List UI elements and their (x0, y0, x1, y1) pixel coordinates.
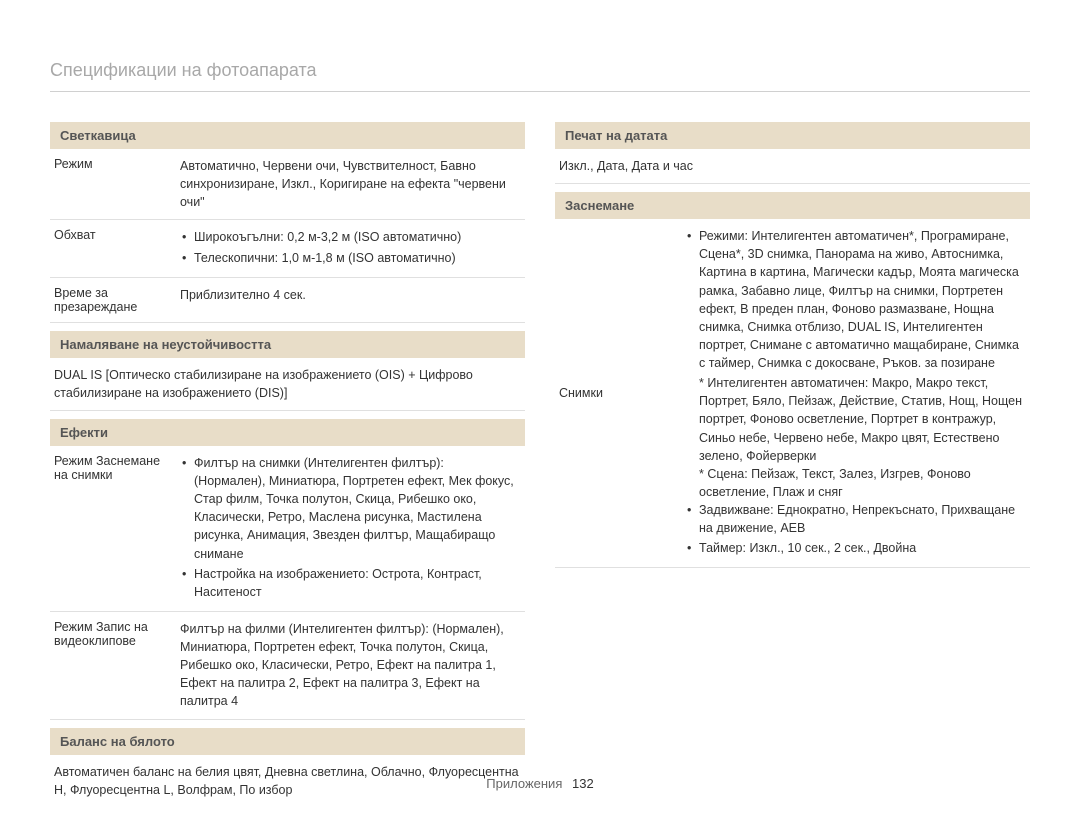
page-title: Спецификации на фотоапарата (50, 60, 1030, 92)
section-whitebalance-header: Баланс на бялото (50, 728, 525, 755)
footer-label: Приложения (486, 776, 562, 791)
page-footer: Приложения 132 (0, 776, 1080, 791)
list-item: Настройка на изображението: Острота, Кон… (180, 565, 517, 601)
footer-page-number: 132 (572, 776, 594, 791)
right-column: Печат на датата Изкл., Дата, Дата и час … (555, 122, 1030, 807)
table-row: Обхват Широкоъгълни: 0,2 м-3,2 м (ISO ав… (50, 220, 525, 277)
effects-video-label: Режим Запис на видеоклипове (50, 618, 180, 713)
dateimprint-body: Изкл., Дата, Дата и час (555, 149, 1030, 184)
table-row: Време за презареждане Приблизително 4 се… (50, 278, 525, 323)
table-row: Режим Заснемане на снимки Филтър на сним… (50, 446, 525, 612)
flash-mode-label: Режим (50, 155, 180, 213)
list-item: Телескопични: 1,0 м-1,8 м (ISO автоматич… (180, 249, 517, 267)
table-row: Снимки Режими: Интелигентен автоматичен*… (555, 219, 1030, 568)
section-flash-header: Светкавица (50, 122, 525, 149)
stabilization-body: DUAL IS [Оптическо стабилизиране на изоб… (50, 358, 525, 411)
left-column: Светкавица Режим Автоматично, Червени оч… (50, 122, 525, 807)
section-shooting-header: Заснемане (555, 192, 1030, 219)
table-row: Режим Автоматично, Червени очи, Чувствит… (50, 149, 525, 220)
flash-range-value: Широкоъгълни: 0,2 м-3,2 м (ISO автоматич… (180, 226, 525, 270)
section-effects-header: Ефекти (50, 419, 525, 446)
table-row: Режим Запис на видеоклипове Филтър на фи… (50, 612, 525, 720)
content-columns: Светкавица Режим Автоматично, Червени оч… (50, 122, 1030, 807)
list-item: Режими: Интелигентен автоматичен*, Прогр… (685, 227, 1022, 372)
list-subitem: * Интелигентен автоматичен: Макро, Макро… (685, 374, 1022, 465)
shooting-photos-value: Режими: Интелигентен автоматичен*, Прогр… (685, 225, 1030, 561)
section-stabilization-header: Намаляване на неустойчивостта (50, 331, 525, 358)
list-item: Широкоъгълни: 0,2 м-3,2 м (ISO автоматич… (180, 228, 517, 246)
list-item: Филтър на снимки (Интелигентен филтър): … (180, 454, 517, 563)
shooting-photos-label: Снимки (555, 384, 685, 402)
list-item: Таймер: Изкл., 10 сек., 2 сек., Двойна (685, 539, 1022, 557)
effects-video-value: Филтър на филми (Интелигентен филтър): (… (180, 618, 525, 713)
section-dateimprint-header: Печат на датата (555, 122, 1030, 149)
flash-recharge-label: Време за презареждане (50, 284, 180, 316)
flash-mode-value: Автоматично, Червени очи, Чувствителност… (180, 155, 525, 213)
flash-recharge-value: Приблизително 4 сек. (180, 284, 525, 316)
effects-photo-value: Филтър на снимки (Интелигентен филтър): … (180, 452, 525, 605)
list-item: Задвижване: Еднократно, Непрекъснато, Пр… (685, 501, 1022, 537)
effects-photo-label: Режим Заснемане на снимки (50, 452, 180, 605)
flash-range-label: Обхват (50, 226, 180, 270)
list-subitem: * Сцена: Пейзаж, Текст, Залез, Изгрев, Ф… (685, 465, 1022, 501)
